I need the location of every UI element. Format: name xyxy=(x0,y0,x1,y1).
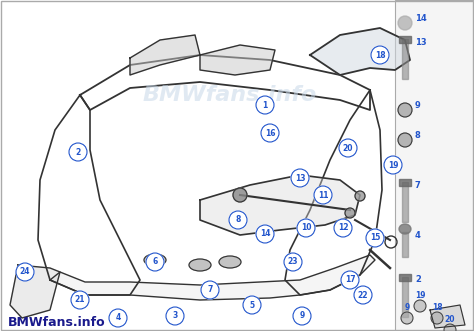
Circle shape xyxy=(69,143,87,161)
Text: 18: 18 xyxy=(374,51,385,60)
Circle shape xyxy=(366,229,384,247)
Text: 19: 19 xyxy=(388,161,398,169)
Circle shape xyxy=(243,296,261,314)
Polygon shape xyxy=(50,255,375,300)
Text: 10: 10 xyxy=(301,223,311,232)
Polygon shape xyxy=(10,265,60,318)
Text: 15: 15 xyxy=(370,233,380,243)
Text: 11: 11 xyxy=(318,191,328,200)
Text: 9: 9 xyxy=(404,304,410,312)
Text: 2: 2 xyxy=(75,148,81,157)
Bar xyxy=(402,277,408,317)
Ellipse shape xyxy=(189,259,211,271)
Circle shape xyxy=(314,186,332,204)
Circle shape xyxy=(146,253,164,271)
Text: 7: 7 xyxy=(415,180,421,190)
Bar xyxy=(399,274,411,281)
Text: 16: 16 xyxy=(265,128,275,137)
Circle shape xyxy=(261,124,279,142)
Circle shape xyxy=(229,211,247,229)
Text: 9: 9 xyxy=(415,101,421,110)
Polygon shape xyxy=(310,28,410,75)
Text: 4: 4 xyxy=(415,230,421,240)
Text: 17: 17 xyxy=(345,275,356,285)
Circle shape xyxy=(284,253,302,271)
Bar xyxy=(402,232,408,257)
Circle shape xyxy=(444,324,456,331)
Polygon shape xyxy=(130,35,200,75)
Ellipse shape xyxy=(399,224,411,234)
Bar xyxy=(402,39,408,79)
Ellipse shape xyxy=(398,103,412,117)
Text: 3: 3 xyxy=(173,311,178,320)
Circle shape xyxy=(401,312,413,324)
Text: 20: 20 xyxy=(445,315,455,324)
Text: BMWfans.info: BMWfans.info xyxy=(8,315,106,328)
Text: BMWfans.info: BMWfans.info xyxy=(143,85,317,105)
Text: 23: 23 xyxy=(288,258,298,266)
Circle shape xyxy=(345,208,355,218)
Circle shape xyxy=(256,225,274,243)
Circle shape xyxy=(71,291,89,309)
Circle shape xyxy=(431,312,443,324)
Text: 19: 19 xyxy=(415,292,425,301)
Circle shape xyxy=(334,219,352,237)
Text: 8: 8 xyxy=(415,130,421,139)
Text: 6: 6 xyxy=(152,258,158,266)
Circle shape xyxy=(16,263,34,281)
Circle shape xyxy=(166,307,184,325)
Text: 21: 21 xyxy=(75,296,85,305)
Polygon shape xyxy=(200,175,360,235)
Circle shape xyxy=(233,188,247,202)
Text: 14: 14 xyxy=(415,14,427,23)
Circle shape xyxy=(293,307,311,325)
Text: 8: 8 xyxy=(235,215,241,224)
Circle shape xyxy=(201,281,219,299)
Text: 13: 13 xyxy=(295,173,305,182)
Text: 9: 9 xyxy=(300,311,305,320)
Circle shape xyxy=(354,286,372,304)
Text: 2: 2 xyxy=(415,275,421,285)
Text: 1: 1 xyxy=(263,101,268,110)
Bar xyxy=(395,0,474,331)
Circle shape xyxy=(384,156,402,174)
Ellipse shape xyxy=(398,16,412,30)
Circle shape xyxy=(291,169,309,187)
Ellipse shape xyxy=(144,254,166,266)
Bar xyxy=(399,36,411,43)
Text: 20: 20 xyxy=(343,144,353,153)
Text: 5: 5 xyxy=(249,301,255,309)
Ellipse shape xyxy=(219,256,241,268)
Ellipse shape xyxy=(398,133,412,147)
Text: 7: 7 xyxy=(207,286,213,295)
Polygon shape xyxy=(200,45,275,75)
Circle shape xyxy=(371,46,389,64)
Polygon shape xyxy=(430,305,465,328)
Text: 18: 18 xyxy=(432,304,442,312)
Circle shape xyxy=(297,219,315,237)
Circle shape xyxy=(341,271,359,289)
Text: 24: 24 xyxy=(20,267,30,276)
Text: 12: 12 xyxy=(338,223,348,232)
Circle shape xyxy=(109,309,127,327)
Bar xyxy=(402,182,408,222)
Circle shape xyxy=(256,96,274,114)
Text: 14: 14 xyxy=(260,229,270,239)
Text: 13: 13 xyxy=(415,37,427,46)
Circle shape xyxy=(339,139,357,157)
Bar xyxy=(399,179,411,186)
Text: 4: 4 xyxy=(115,313,120,322)
Circle shape xyxy=(414,300,426,312)
Circle shape xyxy=(355,191,365,201)
Text: 22: 22 xyxy=(358,291,368,300)
